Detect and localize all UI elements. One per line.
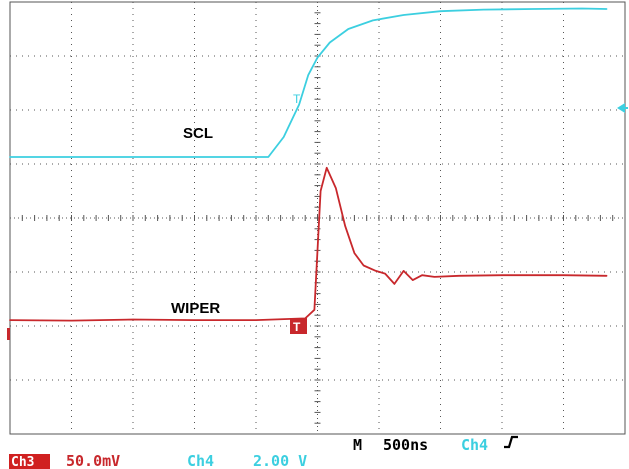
traces <box>9 7 608 322</box>
scl-label: SCL <box>183 125 213 142</box>
ch3-ground-marker <box>7 328 10 340</box>
rising-edge-icon <box>504 435 518 449</box>
ch3-trigger-badge: T <box>290 318 307 334</box>
trace-scl <box>9 7 608 158</box>
ch3-badge-bg <box>9 454 50 469</box>
timebase-value: 500ns <box>383 436 428 454</box>
ch3-scale: 50.0mV <box>66 452 120 469</box>
ch3-trigger-letter: T <box>293 320 301 334</box>
trigger-source: Ch4 <box>461 436 488 454</box>
ch4-scale: 2.00 V <box>253 452 307 469</box>
wiper-label: WIPER <box>171 300 220 317</box>
channel-readout: Ch3 50.0mV Ch4 2.00 V M 500ns Ch4 <box>9 435 518 469</box>
ch4-trigger-marker: T <box>293 92 301 106</box>
ch3-badge: Ch3 <box>11 455 34 469</box>
ch4-name: Ch4 <box>187 452 214 469</box>
trace-wiper <box>9 166 608 322</box>
graticule <box>9 1 626 435</box>
timebase-prefix: M <box>353 436 362 454</box>
